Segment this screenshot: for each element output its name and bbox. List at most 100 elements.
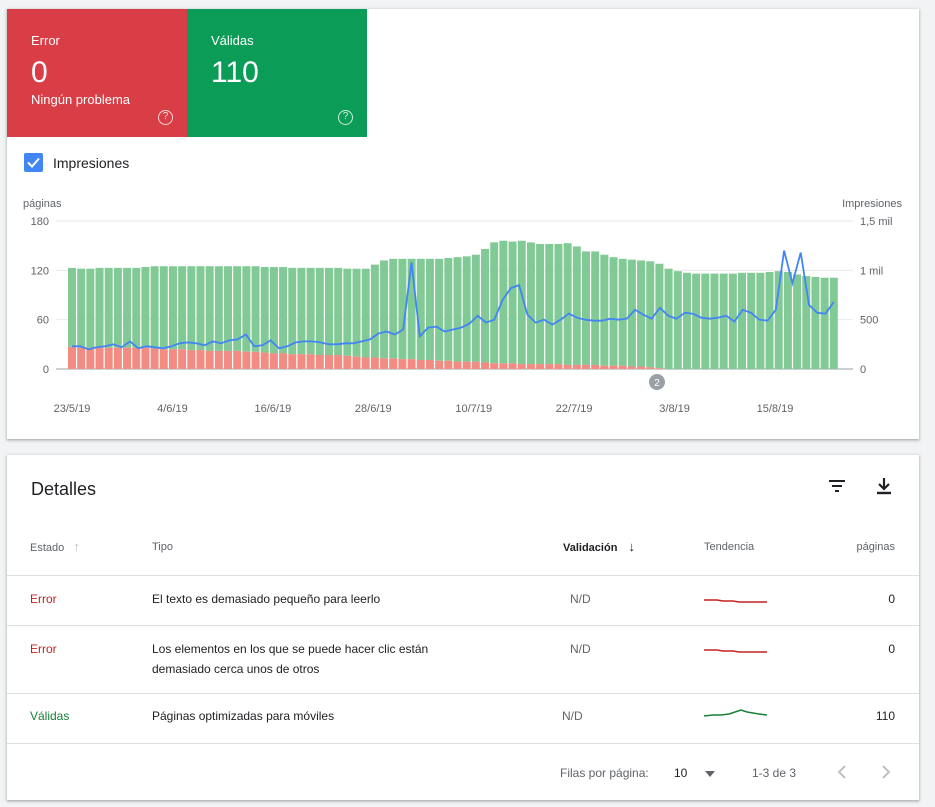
valid-bar[interactable] bbox=[508, 241, 517, 364]
valid-bar[interactable] bbox=[398, 258, 407, 360]
error-bar[interactable] bbox=[297, 354, 306, 369]
error-bar[interactable] bbox=[196, 350, 205, 369]
valid-bar[interactable] bbox=[95, 267, 104, 348]
column-header-validacion[interactable]: Validación ↓ bbox=[563, 539, 635, 555]
error-bar[interactable] bbox=[471, 361, 480, 369]
valid-bar[interactable] bbox=[738, 272, 747, 369]
valid-bar[interactable] bbox=[664, 268, 673, 369]
valid-bar[interactable] bbox=[719, 273, 728, 369]
table-row[interactable]: Válidas Páginas optimizadas para móviles… bbox=[7, 693, 919, 743]
valid-bar[interactable] bbox=[609, 257, 618, 366]
valid-bar[interactable] bbox=[407, 258, 416, 360]
error-bar[interactable] bbox=[233, 350, 242, 369]
filter-icon[interactable] bbox=[825, 474, 849, 498]
error-bar[interactable] bbox=[600, 365, 609, 369]
error-bar[interactable] bbox=[554, 364, 563, 369]
error-bar[interactable] bbox=[380, 358, 389, 369]
column-header-estado[interactable]: Estado ↑ bbox=[30, 539, 80, 555]
valid-bar[interactable] bbox=[361, 268, 370, 358]
valid-bar[interactable] bbox=[490, 242, 499, 364]
error-summary-tile[interactable]: Error 0 Ningún problema ? bbox=[7, 9, 187, 137]
valid-bar[interactable] bbox=[793, 274, 802, 369]
error-bar[interactable] bbox=[591, 364, 600, 369]
error-bar[interactable] bbox=[113, 347, 122, 369]
valid-bar[interactable] bbox=[315, 267, 324, 356]
annotation-marker[interactable]: 2 bbox=[649, 374, 665, 390]
valid-bar[interactable] bbox=[481, 248, 490, 363]
error-bar[interactable] bbox=[582, 364, 590, 369]
valid-bar[interactable] bbox=[288, 267, 297, 355]
chevron-left-icon[interactable] bbox=[836, 764, 848, 780]
error-bar[interactable] bbox=[352, 356, 361, 369]
error-bar[interactable] bbox=[646, 367, 655, 369]
valid-bar[interactable] bbox=[425, 258, 434, 360]
error-bar[interactable] bbox=[609, 365, 618, 369]
valid-bar[interactable] bbox=[187, 266, 196, 351]
error-bar[interactable] bbox=[132, 347, 141, 369]
valid-bar[interactable] bbox=[710, 273, 719, 369]
valid-bar[interactable] bbox=[141, 267, 150, 348]
valid-bar[interactable] bbox=[123, 267, 132, 348]
error-bar[interactable] bbox=[361, 357, 370, 369]
error-bar[interactable] bbox=[416, 359, 425, 369]
valid-bar[interactable] bbox=[242, 266, 251, 352]
impressions-checkbox[interactable] bbox=[24, 153, 43, 172]
error-bar[interactable] bbox=[251, 351, 260, 369]
valid-bar[interactable] bbox=[444, 258, 453, 361]
error-bar[interactable] bbox=[462, 361, 471, 369]
valid-bar[interactable] bbox=[802, 276, 811, 369]
valid-bar[interactable] bbox=[150, 266, 159, 349]
valid-bar[interactable] bbox=[646, 261, 655, 368]
valid-bar[interactable] bbox=[545, 244, 554, 365]
valid-bar[interactable] bbox=[829, 277, 838, 369]
rows-per-page-select[interactable]: 10 bbox=[674, 766, 715, 780]
error-bar[interactable] bbox=[407, 359, 416, 369]
valid-bar[interactable] bbox=[682, 272, 691, 369]
column-header-tipo[interactable]: Tipo bbox=[152, 541, 173, 553]
valid-bar[interactable] bbox=[380, 260, 389, 359]
table-row[interactable]: Error El texto es demasiado pequeño para… bbox=[7, 575, 919, 625]
help-circle-icon[interactable]: ? bbox=[338, 110, 353, 125]
valid-bar[interactable] bbox=[343, 268, 352, 356]
valid-bar[interactable] bbox=[435, 258, 444, 361]
valid-bar[interactable] bbox=[104, 267, 113, 348]
error-bar[interactable] bbox=[288, 354, 297, 369]
valid-bar[interactable] bbox=[820, 277, 829, 369]
valid-bar[interactable] bbox=[692, 273, 701, 369]
valid-bar[interactable] bbox=[269, 267, 278, 354]
valid-summary-tile[interactable]: Válidas 110 ? bbox=[187, 9, 367, 137]
valid-bar[interactable] bbox=[214, 266, 223, 351]
error-bar[interactable] bbox=[141, 347, 150, 369]
error-bar[interactable] bbox=[260, 352, 269, 369]
error-bar[interactable] bbox=[398, 359, 407, 369]
error-bar[interactable] bbox=[444, 360, 453, 369]
error-bar[interactable] bbox=[499, 363, 508, 369]
valid-bar[interactable] bbox=[279, 267, 288, 354]
error-bar[interactable] bbox=[279, 353, 288, 369]
valid-bar[interactable] bbox=[306, 267, 315, 355]
column-header-tendencia[interactable]: Tendencia bbox=[704, 541, 755, 553]
error-bar[interactable] bbox=[150, 348, 159, 369]
error-bar[interactable] bbox=[242, 351, 251, 369]
error-bar[interactable] bbox=[104, 347, 113, 369]
error-bar[interactable] bbox=[435, 360, 444, 369]
help-circle-icon[interactable]: ? bbox=[158, 110, 173, 125]
error-bar[interactable] bbox=[306, 354, 315, 369]
error-bar[interactable] bbox=[334, 355, 343, 369]
valid-bar[interactable] bbox=[774, 271, 783, 369]
error-bar[interactable] bbox=[123, 347, 132, 369]
valid-bar[interactable] bbox=[701, 273, 710, 369]
error-bar[interactable] bbox=[178, 349, 187, 369]
valid-bar[interactable] bbox=[132, 267, 141, 348]
valid-bar[interactable] bbox=[205, 266, 214, 351]
valid-bar[interactable] bbox=[68, 267, 76, 347]
valid-bar[interactable] bbox=[462, 256, 471, 362]
error-bar[interactable] bbox=[453, 361, 462, 369]
error-bar[interactable] bbox=[536, 364, 545, 369]
error-bar[interactable] bbox=[224, 350, 233, 369]
valid-bar[interactable] bbox=[600, 254, 609, 366]
error-bar[interactable] bbox=[325, 355, 333, 369]
error-bar[interactable] bbox=[68, 346, 76, 369]
valid-bar[interactable] bbox=[811, 276, 820, 369]
error-bar[interactable] bbox=[168, 349, 177, 369]
